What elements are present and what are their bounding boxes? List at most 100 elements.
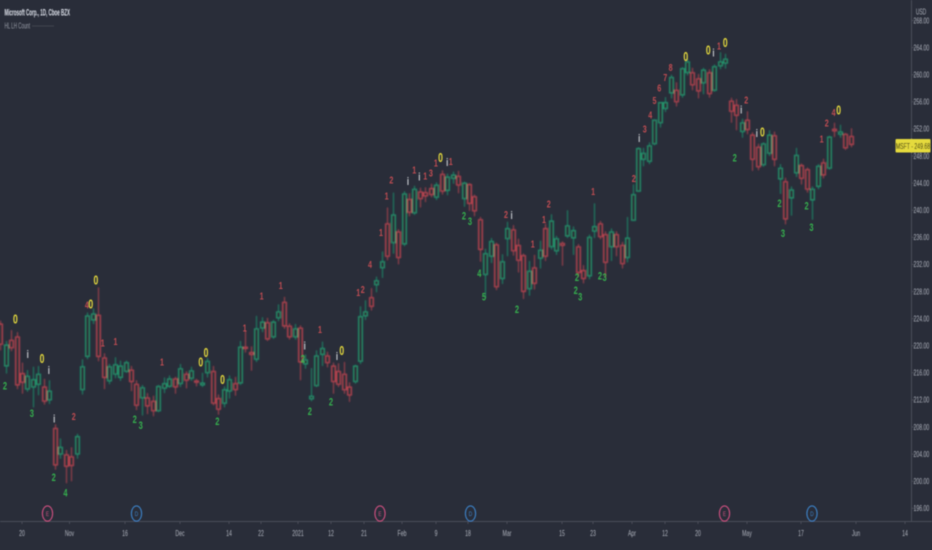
svg-text:2: 2 [777, 196, 781, 209]
svg-text:2: 2 [632, 173, 636, 185]
svg-text:2: 2 [215, 414, 219, 427]
svg-text:2: 2 [462, 209, 466, 222]
svg-text:1: 1 [160, 356, 164, 368]
svg-text:14: 14 [226, 530, 232, 538]
svg-text:2: 2 [133, 413, 137, 426]
svg-text:i: i [304, 340, 306, 353]
svg-text:HL LH Count: HL LH Count [5, 22, 31, 31]
svg-text:3: 3 [809, 220, 813, 233]
svg-text:USD: USD [916, 9, 927, 17]
svg-text:260.00: 260.00 [914, 72, 930, 80]
svg-text:240.00: 240.00 [914, 207, 930, 215]
svg-text:1: 1 [820, 133, 824, 145]
svg-text:9: 9 [435, 530, 438, 538]
svg-text:216.00: 216.00 [914, 370, 930, 378]
svg-text:3: 3 [468, 214, 472, 227]
svg-text:i: i [418, 171, 420, 184]
svg-text:May: May [742, 530, 752, 538]
svg-text:2: 2 [744, 94, 748, 106]
svg-text:i: i [638, 133, 640, 146]
svg-text:236.00: 236.00 [914, 234, 930, 242]
svg-text:2: 2 [733, 151, 737, 164]
svg-text:i: i [712, 47, 714, 60]
svg-text:228.00: 228.00 [914, 288, 930, 296]
svg-text:0: 0 [723, 36, 728, 50]
svg-text:2: 2 [301, 352, 305, 365]
svg-text:i: i [53, 413, 55, 426]
svg-text:i: i [740, 104, 742, 117]
svg-text:0: 0 [13, 313, 18, 327]
svg-text:1: 1 [531, 238, 535, 250]
svg-text:Jun: Jun [852, 530, 860, 538]
svg-text:i: i [336, 351, 338, 364]
svg-text:244.00: 244.00 [914, 180, 930, 188]
svg-text:1: 1 [101, 337, 105, 349]
svg-text:18: 18 [465, 530, 471, 538]
svg-text:15: 15 [559, 530, 565, 538]
svg-text:Apr: Apr [628, 530, 637, 538]
svg-text:16: 16 [122, 530, 128, 538]
svg-text:2: 2 [72, 411, 76, 423]
svg-text:3: 3 [603, 270, 607, 283]
svg-text:E: E [378, 511, 381, 518]
svg-text:i: i [407, 176, 409, 189]
svg-text:2: 2 [3, 379, 7, 392]
svg-text:Microsoft Corp., 1D, Cboe BZX: Microsoft Corp., 1D, Cboe BZX [5, 8, 71, 18]
svg-text:1: 1 [412, 164, 416, 176]
svg-text:5: 5 [482, 290, 486, 303]
svg-text:E: E [723, 511, 726, 518]
svg-text:14: 14 [902, 530, 908, 538]
svg-text:212.00: 212.00 [914, 397, 930, 405]
svg-text:4: 4 [832, 107, 836, 119]
svg-text:4: 4 [63, 486, 68, 499]
svg-text:0: 0 [683, 50, 688, 64]
svg-text:4: 4 [368, 259, 372, 271]
svg-text:3: 3 [30, 407, 34, 420]
svg-text:i: i [27, 349, 29, 362]
svg-text:208.00: 208.00 [914, 424, 930, 432]
svg-text:0: 0 [198, 356, 203, 370]
svg-text:0: 0 [438, 151, 443, 165]
svg-text:3: 3 [781, 226, 785, 239]
svg-text:Nov: Nov [65, 530, 75, 538]
svg-text:224.00: 224.00 [914, 315, 930, 323]
svg-text:6: 6 [657, 82, 661, 94]
svg-text:220.00: 220.00 [914, 343, 930, 351]
svg-text:256.00: 256.00 [914, 99, 930, 107]
svg-text:Feb: Feb [398, 530, 407, 538]
svg-text:2: 2 [52, 471, 56, 484]
svg-text:0: 0 [94, 274, 99, 288]
svg-text:0: 0 [760, 126, 765, 140]
svg-text:2: 2 [805, 199, 809, 212]
svg-text:3: 3 [429, 167, 433, 179]
svg-text:8: 8 [669, 62, 673, 74]
svg-text:E: E [46, 511, 49, 518]
svg-text:1: 1 [379, 227, 383, 239]
svg-text:Dec: Dec [175, 530, 185, 538]
svg-text:D: D [135, 511, 138, 518]
svg-text:200.00: 200.00 [914, 478, 930, 486]
svg-text:2: 2 [575, 270, 579, 283]
svg-text:1: 1 [423, 170, 427, 182]
svg-text:5: 5 [653, 94, 657, 106]
svg-text:2: 2 [361, 283, 365, 295]
svg-text:0: 0 [339, 344, 344, 358]
svg-text:23: 23 [590, 530, 596, 538]
svg-text:4: 4 [477, 267, 482, 280]
svg-text:17: 17 [798, 530, 804, 538]
svg-text:4: 4 [648, 109, 652, 121]
svg-text:4: 4 [85, 299, 89, 311]
svg-text:2: 2 [825, 117, 829, 129]
svg-text:0: 0 [40, 352, 45, 366]
svg-text:2: 2 [504, 209, 508, 221]
svg-text:2: 2 [389, 174, 393, 186]
svg-text:i: i [510, 210, 512, 223]
svg-text:3: 3 [643, 123, 647, 135]
svg-text:0: 0 [706, 44, 711, 58]
svg-text:21: 21 [361, 530, 367, 538]
svg-text:1: 1 [318, 324, 322, 336]
svg-text:196.00: 196.00 [914, 505, 930, 513]
svg-text:1: 1 [449, 156, 453, 168]
svg-text:i: i [756, 128, 758, 141]
svg-text:0: 0 [88, 298, 93, 312]
